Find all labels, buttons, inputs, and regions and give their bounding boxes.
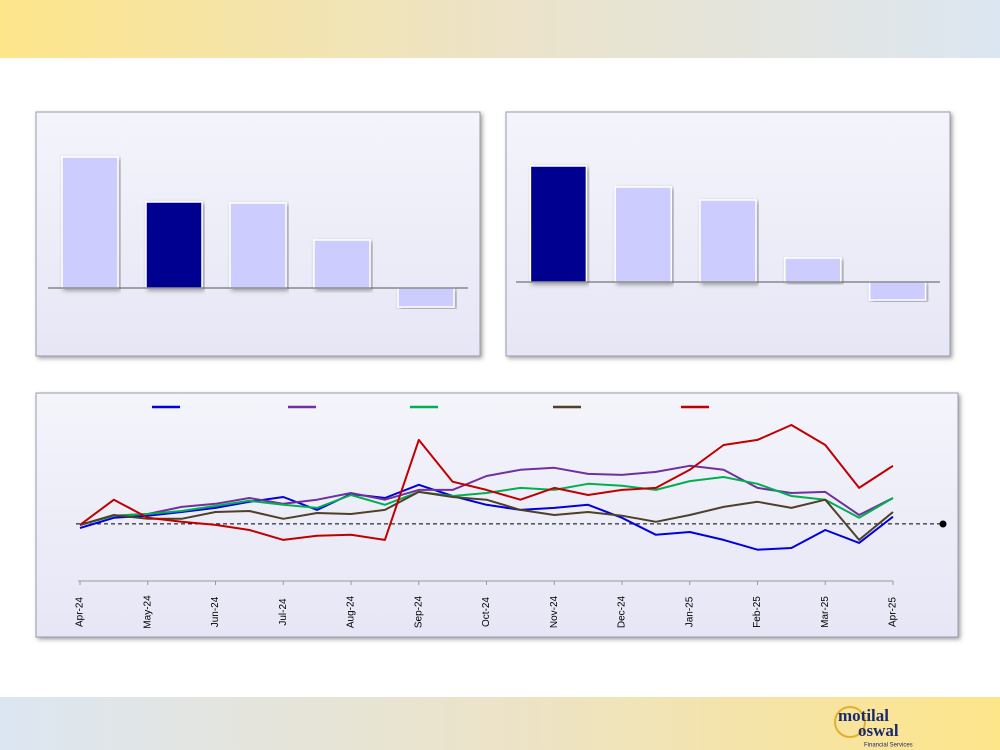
x-tick-label: Apr-24 (75, 597, 86, 627)
bar (784, 257, 842, 283)
x-tick-label: Dec-24 (617, 595, 628, 628)
bar (699, 199, 757, 283)
bar (614, 186, 672, 283)
logo-tagline: Financial Services (864, 743, 913, 749)
bar (397, 287, 455, 308)
bar (868, 281, 927, 301)
x-tick-label: Sep-24 (413, 595, 424, 628)
x-tick-label: Aug-24 (346, 595, 357, 628)
series-line (79, 476, 894, 526)
bar (145, 201, 203, 289)
logo-text: oswal (858, 721, 899, 740)
series-line (79, 464, 894, 526)
x-tick-label: Mar-25 (820, 596, 831, 628)
x-tick-label: May-24 (142, 595, 153, 629)
logo-text: motilal (838, 706, 889, 725)
x-tick-label: Apr-25 (888, 597, 899, 627)
bar (313, 239, 371, 289)
series-line (79, 483, 894, 551)
bar (61, 156, 119, 289)
series-line (79, 490, 894, 541)
bottom-banner (0, 697, 1000, 750)
x-tick-label: Jun-24 (210, 596, 221, 627)
series-line (79, 424, 894, 541)
x-tick-label: Nov-24 (549, 595, 560, 628)
x-tick-label: Feb-25 (752, 596, 763, 628)
bar (529, 165, 588, 283)
x-tick-label: Oct-24 (481, 597, 492, 627)
logo: motilal oswal Financial Services (834, 706, 913, 749)
end-dot (939, 520, 947, 528)
x-tick-label: Jan-25 (684, 596, 695, 627)
logo-ring (834, 706, 866, 738)
x-tick-label: Jul-24 (278, 598, 289, 626)
bar (229, 202, 287, 289)
top-banner (0, 0, 1000, 58)
